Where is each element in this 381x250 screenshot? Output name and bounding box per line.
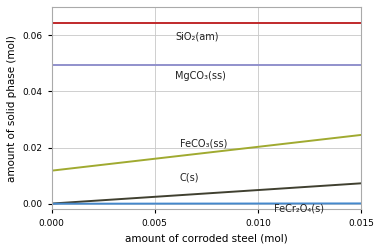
Text: FeCr₂O₄(s): FeCr₂O₄(s) [274,204,325,214]
Text: C(s): C(s) [179,173,199,183]
Text: SiO₂(am): SiO₂(am) [175,32,219,42]
X-axis label: amount of corroded steel (mol): amount of corroded steel (mol) [125,233,288,243]
Y-axis label: amount of solid phase (mol): amount of solid phase (mol) [7,35,17,182]
Text: FeCO₃(ss): FeCO₃(ss) [179,138,227,148]
Text: MgCO₃(ss): MgCO₃(ss) [175,71,226,81]
